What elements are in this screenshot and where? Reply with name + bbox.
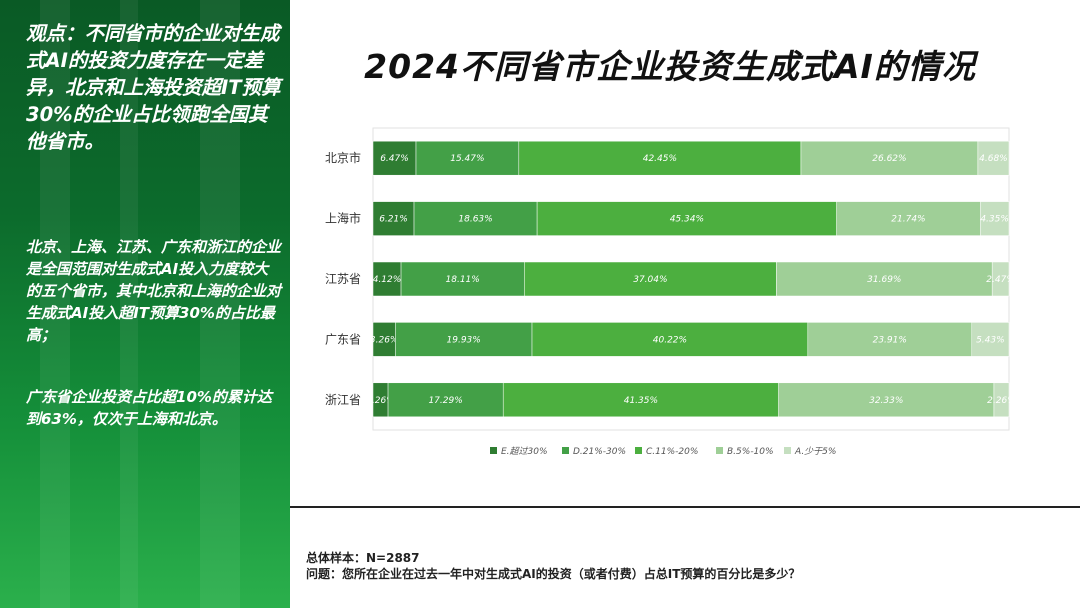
category-label: 北京市 xyxy=(325,150,361,165)
data-label: 4.12% xyxy=(373,275,402,285)
bar-segment xyxy=(395,322,533,357)
legend-swatch xyxy=(490,447,497,454)
data-label: 15.47% xyxy=(450,154,484,164)
legend-swatch xyxy=(562,447,569,454)
bar-segment xyxy=(536,201,837,236)
legend-label: A.少于5% xyxy=(794,446,836,457)
paragraph-guangdong: 广东省企业投资占比超10%的累计达到63%，仅次于上海和北京。 xyxy=(26,388,272,428)
bar-segment xyxy=(778,382,995,418)
data-label: 45.34% xyxy=(670,215,704,225)
bar-segment xyxy=(413,201,538,236)
legend-swatch xyxy=(784,447,791,454)
sidebar-stripe xyxy=(40,0,70,608)
data-label: 42.45% xyxy=(643,154,677,164)
data-label: 6.21% xyxy=(379,215,408,225)
legend-swatch xyxy=(635,447,642,454)
legend-label: B.5%-10% xyxy=(727,447,774,457)
bar-segment xyxy=(991,261,1010,297)
data-label: 18.11% xyxy=(446,275,480,285)
legend-swatch xyxy=(716,447,723,454)
stacked-bar-chart: 北京市 6.47% 15.47% 42.45% 26.62% 4.68% 上海市 6.21% 1… xyxy=(325,127,1016,457)
bar-segment xyxy=(977,140,1010,176)
data-label: 23.91% xyxy=(873,335,907,345)
data-label: 2.47% xyxy=(986,275,1015,285)
data-label: 4.68% xyxy=(979,154,1008,164)
data-label: 19.93% xyxy=(447,335,481,345)
chart-title: 2024不同省市企业投资生成式AI的情况 xyxy=(364,47,976,86)
bar-segment xyxy=(836,201,981,236)
bar-segment xyxy=(518,140,802,176)
bar-segment xyxy=(800,140,979,176)
bar-segment xyxy=(372,201,415,236)
headline: 观点：不同省市的企业对生成式AI的投资力度存在一定差异，北京和上海投资超IT预算… xyxy=(26,22,281,153)
data-label: 31.69% xyxy=(867,275,901,285)
bar-segment xyxy=(807,322,973,357)
bar-segment xyxy=(387,382,504,418)
bar-segment xyxy=(980,201,1010,236)
bar-segment xyxy=(776,261,993,297)
sample-size: 总体样本：N=2887 xyxy=(306,551,420,565)
data-label: 26.62% xyxy=(872,154,906,164)
sidebar-stripe xyxy=(200,0,240,608)
data-label: 41.35% xyxy=(624,396,658,406)
bar-segment xyxy=(502,382,779,418)
data-label: 17.29% xyxy=(428,396,462,406)
data-label: 6.47% xyxy=(380,154,409,164)
sidebar-stripe xyxy=(120,0,138,608)
data-label: 40.22% xyxy=(653,335,687,345)
bar-segment xyxy=(993,382,1010,418)
category-label: 浙江省 xyxy=(325,393,361,407)
data-label: 2.26% xyxy=(366,396,395,406)
data-label: 21.74% xyxy=(891,215,925,225)
bar-segment xyxy=(415,140,520,176)
category-label: 广东省 xyxy=(325,332,361,346)
footer: 总体样本：N=2887 问题：您所在企业在过去一年中对生成式AI的投资（或者付费… xyxy=(306,550,800,582)
bar-segment xyxy=(372,261,402,297)
survey-question: 问题：您所在企业在过去一年中对生成式AI的投资（或者付费）占总IT预算的百分比是… xyxy=(306,567,801,581)
sidebar: 观点：不同省市的企业对生成式AI的投资力度存在一定差异，北京和上海投资超IT预算… xyxy=(0,0,290,608)
data-label: 37.04% xyxy=(633,275,667,285)
legend-label: C.11%-20% xyxy=(646,447,698,457)
bar-segment xyxy=(524,261,777,297)
data-label: 4.35% xyxy=(980,215,1009,225)
data-label: 32.33% xyxy=(869,396,903,406)
data-label: 2.26% xyxy=(987,396,1016,406)
bar-segment xyxy=(971,322,1010,357)
category-label: 江苏省 xyxy=(325,272,361,286)
divider xyxy=(290,506,1080,508)
legend-label: D.21%-30% xyxy=(573,447,626,457)
paragraph-provinces: 北京、上海、江苏、广东和浙江的企业是全国范围对生成式AI投入力度较大的五个省市，… xyxy=(26,238,282,344)
data-label: 3.26% xyxy=(370,335,399,345)
legend-label: E.超过30% xyxy=(501,446,548,457)
category-label: 上海市 xyxy=(325,211,361,226)
data-label: 5.43% xyxy=(976,335,1005,345)
data-label: 18.63% xyxy=(458,215,492,225)
